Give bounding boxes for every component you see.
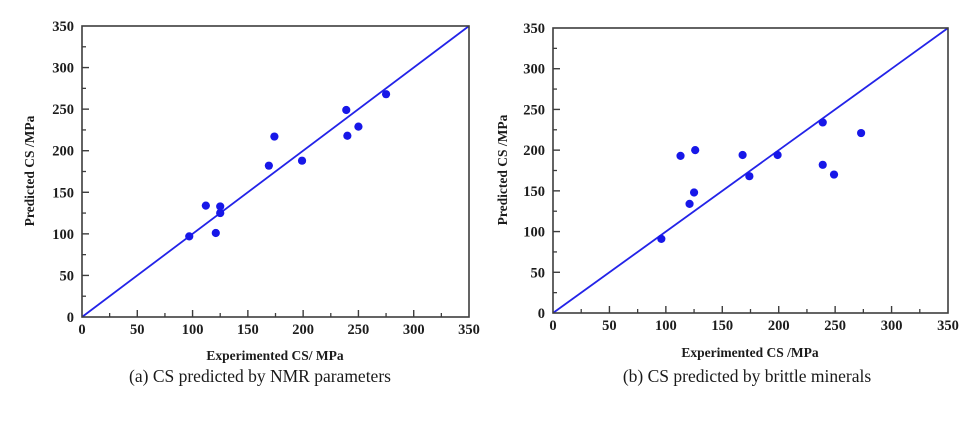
x-axis-label-b: Experimented CS /MPa <box>681 345 819 360</box>
x-tick-label: 0 <box>549 318 556 334</box>
data-point <box>818 160 827 169</box>
y-tick-label: 50 <box>531 265 546 281</box>
data-point <box>689 188 699 197</box>
data-point <box>685 199 694 208</box>
y-tick-label: 250 <box>52 102 74 118</box>
x-tick-label: 50 <box>602 318 617 334</box>
scatter-plot-b: 0 50 100 150 200 250 300 350 0 50 100 150 200 250 300 3… <box>523 21 959 334</box>
y-tick-label: 150 <box>52 185 74 201</box>
data-point <box>738 150 747 160</box>
x-tick-label: 200 <box>292 322 314 338</box>
plot-frame <box>81 25 470 318</box>
scatter-plot-a: 0 50 100 150 200 250 300 350 0 50 100 150 200 250 300 3… <box>52 19 480 338</box>
plot-frame <box>552 27 949 314</box>
data-point <box>216 208 225 218</box>
x-tick-label: 350 <box>458 322 480 338</box>
x-tick-label: 300 <box>403 322 425 338</box>
data-point <box>185 232 194 241</box>
y-tick-label: 350 <box>52 19 74 35</box>
x-tick-label: 100 <box>182 322 204 338</box>
x-tick-label: 250 <box>824 318 846 334</box>
identity-line <box>552 27 949 314</box>
data-point <box>691 146 700 155</box>
y-tick-label: 200 <box>52 144 74 160</box>
data-point <box>773 150 782 160</box>
x-tick-label: 300 <box>881 318 903 334</box>
x-tick-label: 200 <box>768 318 790 334</box>
data-point <box>829 170 839 179</box>
identity-line <box>81 25 470 318</box>
x-tick-label: 50 <box>130 322 145 338</box>
y-tick-label: 200 <box>523 143 545 159</box>
data-point <box>818 118 827 127</box>
data-point <box>264 161 273 170</box>
data-point <box>343 131 352 140</box>
data-point <box>745 172 754 181</box>
data-point <box>201 201 210 210</box>
y-tick-label: 100 <box>52 227 74 243</box>
y-tick-label: 50 <box>60 268 75 284</box>
data-point <box>270 132 279 141</box>
y-tick-label: 300 <box>52 61 74 77</box>
x-tick-label: 100 <box>655 318 677 334</box>
data-point <box>354 122 363 131</box>
caption-b: (b) CS predicted by brittle minerals <box>622 366 872 386</box>
caption-a: (a) CS predicted by NMR parameters <box>129 366 391 386</box>
x-tick-label: 150 <box>237 322 259 338</box>
y-tick-label: 0 <box>67 310 74 326</box>
y-tick-label: 250 <box>523 102 545 118</box>
y-tick-label: 150 <box>523 184 545 200</box>
y-axis-label-a: Predicted CS /MPa <box>22 115 37 227</box>
data-point <box>381 90 391 99</box>
y-axis-label-b: Predicted CS /MPa <box>495 114 510 226</box>
y-tick-label: 0 <box>538 306 545 322</box>
y-tick-label: 350 <box>523 21 545 37</box>
y-tick-label: 100 <box>523 225 545 241</box>
x-axis-label-a: Experimented CS/ MPa <box>206 348 344 363</box>
x-tick-label: 0 <box>78 322 85 338</box>
data-point <box>211 228 220 238</box>
x-tick-label: 350 <box>937 318 959 334</box>
data-point <box>676 151 685 160</box>
x-tick-label: 150 <box>711 318 733 334</box>
x-tick-label: 250 <box>348 322 370 338</box>
y-tick-label: 300 <box>523 62 545 78</box>
data-point <box>342 105 351 115</box>
data-point <box>657 234 666 243</box>
data-point <box>216 202 225 211</box>
data-point <box>297 156 307 165</box>
data-point <box>857 128 866 138</box>
